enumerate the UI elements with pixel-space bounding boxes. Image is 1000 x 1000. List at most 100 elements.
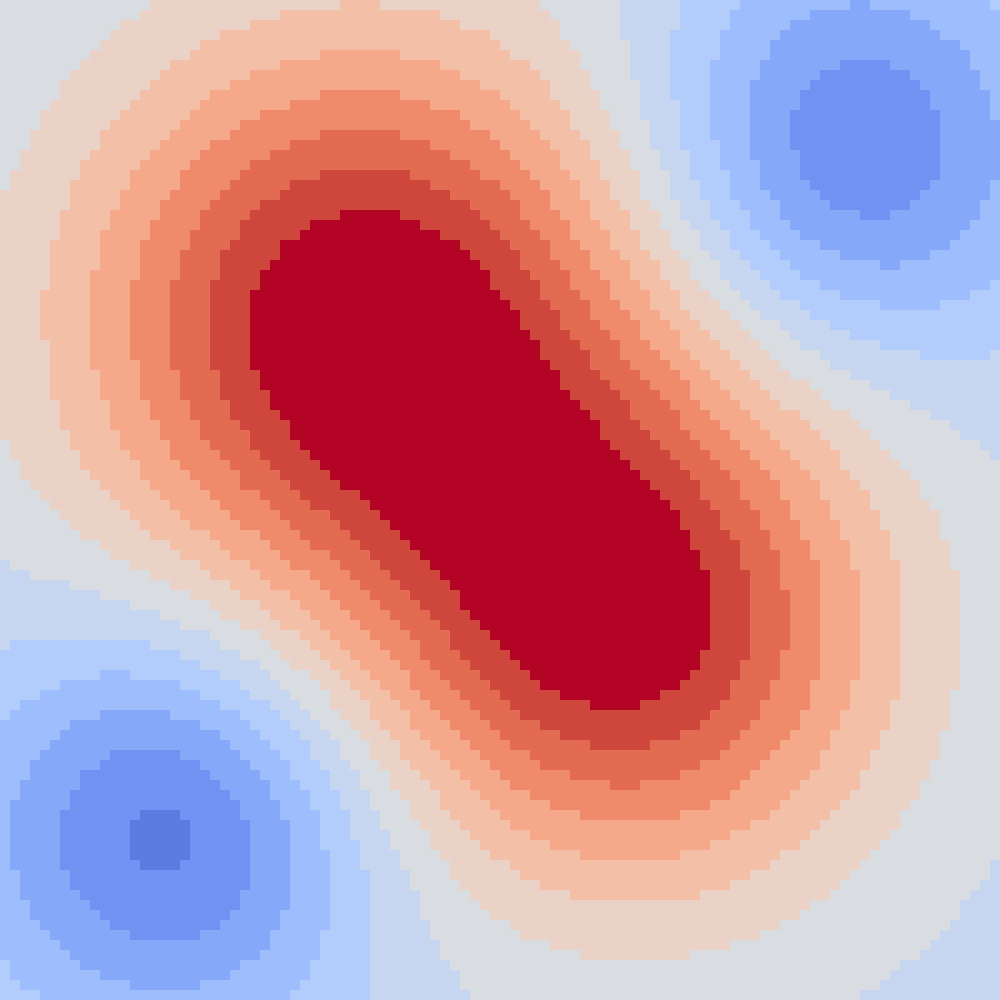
heatmap-cell <box>90 420 101 431</box>
heatmap-cell <box>700 310 711 321</box>
heatmap-cell <box>200 20 211 31</box>
heatmap-cell <box>720 210 731 221</box>
heatmap-cell <box>510 60 521 71</box>
heatmap-cell <box>990 20 1000 31</box>
heatmap-cell <box>80 170 91 181</box>
heatmap-cell <box>460 430 471 441</box>
heatmap-cell <box>260 90 271 101</box>
heatmap-cell <box>770 270 781 281</box>
heatmap-cell <box>70 110 81 121</box>
heatmap-cell <box>360 420 371 431</box>
heatmap-cell <box>450 390 461 401</box>
heatmap-cell <box>780 170 791 181</box>
heatmap-cell <box>440 370 451 381</box>
heatmap-cell <box>300 250 311 261</box>
heatmap-cell <box>150 220 161 231</box>
heatmap-cell <box>100 40 111 51</box>
heatmap-cell <box>610 0 621 11</box>
heatmap-cell <box>230 70 241 81</box>
heatmap-cell <box>60 260 71 271</box>
heatmap-cell <box>240 50 251 61</box>
heatmap-cell <box>360 410 371 421</box>
heatmap-cell <box>410 0 421 11</box>
heatmap-cell <box>50 460 61 471</box>
heatmap-cell <box>780 180 791 191</box>
heatmap-cell <box>530 220 541 231</box>
heatmap-cell <box>540 140 551 151</box>
heatmap-cell <box>120 210 131 221</box>
heatmap-cell <box>520 490 531 501</box>
heatmap-cell <box>300 360 311 371</box>
heatmap-cell <box>470 330 481 341</box>
heatmap-cell <box>930 430 941 441</box>
heatmap-cell <box>670 220 681 231</box>
heatmap-cell <box>960 20 971 31</box>
heatmap-cell <box>630 180 641 191</box>
heatmap-cell <box>510 260 521 271</box>
heatmap-cell <box>250 480 261 491</box>
heatmap-cell <box>690 80 701 91</box>
heatmap-cell <box>650 140 661 151</box>
heatmap-cell <box>910 10 921 21</box>
heatmap-cell <box>960 220 971 231</box>
heatmap-cell <box>280 70 291 81</box>
heatmap-cell <box>230 20 241 31</box>
heatmap-cell <box>830 280 841 291</box>
heatmap-cell <box>610 430 621 441</box>
heatmap-cell <box>330 150 341 161</box>
heatmap-cell <box>450 180 461 191</box>
heatmap-cell <box>880 60 891 71</box>
heatmap-cell <box>680 10 691 21</box>
heatmap-cell <box>730 160 741 171</box>
heatmap-cell <box>270 70 281 81</box>
heatmap-cell <box>60 270 71 281</box>
heatmap-cell <box>450 280 461 291</box>
heatmap-cell <box>950 130 961 141</box>
heatmap-cell <box>660 20 671 31</box>
heatmap-cell <box>20 140 31 151</box>
heatmap-cell <box>0 180 11 191</box>
heatmap-cell <box>260 430 271 441</box>
heatmap-cell <box>490 350 501 361</box>
heatmap-cell <box>480 360 491 371</box>
heatmap-cell <box>590 400 601 411</box>
heatmap-cell <box>720 60 731 71</box>
heatmap-cell <box>930 490 941 501</box>
heatmap-cell <box>390 190 401 201</box>
heatmap-cell <box>280 470 291 481</box>
heatmap-cell <box>290 160 301 171</box>
heatmap-cell <box>530 130 541 141</box>
heatmap-cell <box>510 90 521 101</box>
heatmap-cell <box>500 320 511 331</box>
heatmap-cell <box>30 260 41 271</box>
heatmap-cell <box>940 390 951 401</box>
heatmap-cell <box>940 340 951 351</box>
heatmap-cell <box>920 260 931 271</box>
heatmap-cell <box>760 320 771 331</box>
heatmap-cell <box>710 420 721 431</box>
heatmap-cell <box>620 400 631 411</box>
heatmap-cell <box>250 110 261 121</box>
heatmap-cell <box>140 240 151 251</box>
heatmap-cell <box>930 170 941 181</box>
heatmap-cell <box>570 210 581 221</box>
heatmap-cell <box>860 410 871 421</box>
heatmap-cell <box>740 340 751 351</box>
heatmap-cell <box>740 10 751 21</box>
heatmap-cell <box>980 410 991 421</box>
heatmap-cell <box>320 290 331 301</box>
heatmap-cell <box>610 280 621 291</box>
heatmap-cell <box>200 220 211 231</box>
heatmap-cell <box>840 390 851 401</box>
heatmap-cell <box>600 190 611 201</box>
heatmap-cell <box>480 150 491 161</box>
heatmap-cell <box>950 490 961 501</box>
heatmap-cell <box>640 390 651 401</box>
heatmap-cell <box>330 290 341 301</box>
heatmap-cell <box>280 60 291 71</box>
heatmap-cell <box>740 480 751 491</box>
heatmap-cell <box>940 490 951 501</box>
heatmap-cell <box>90 100 101 111</box>
heatmap-cell <box>330 250 341 261</box>
heatmap-cell <box>70 390 81 401</box>
